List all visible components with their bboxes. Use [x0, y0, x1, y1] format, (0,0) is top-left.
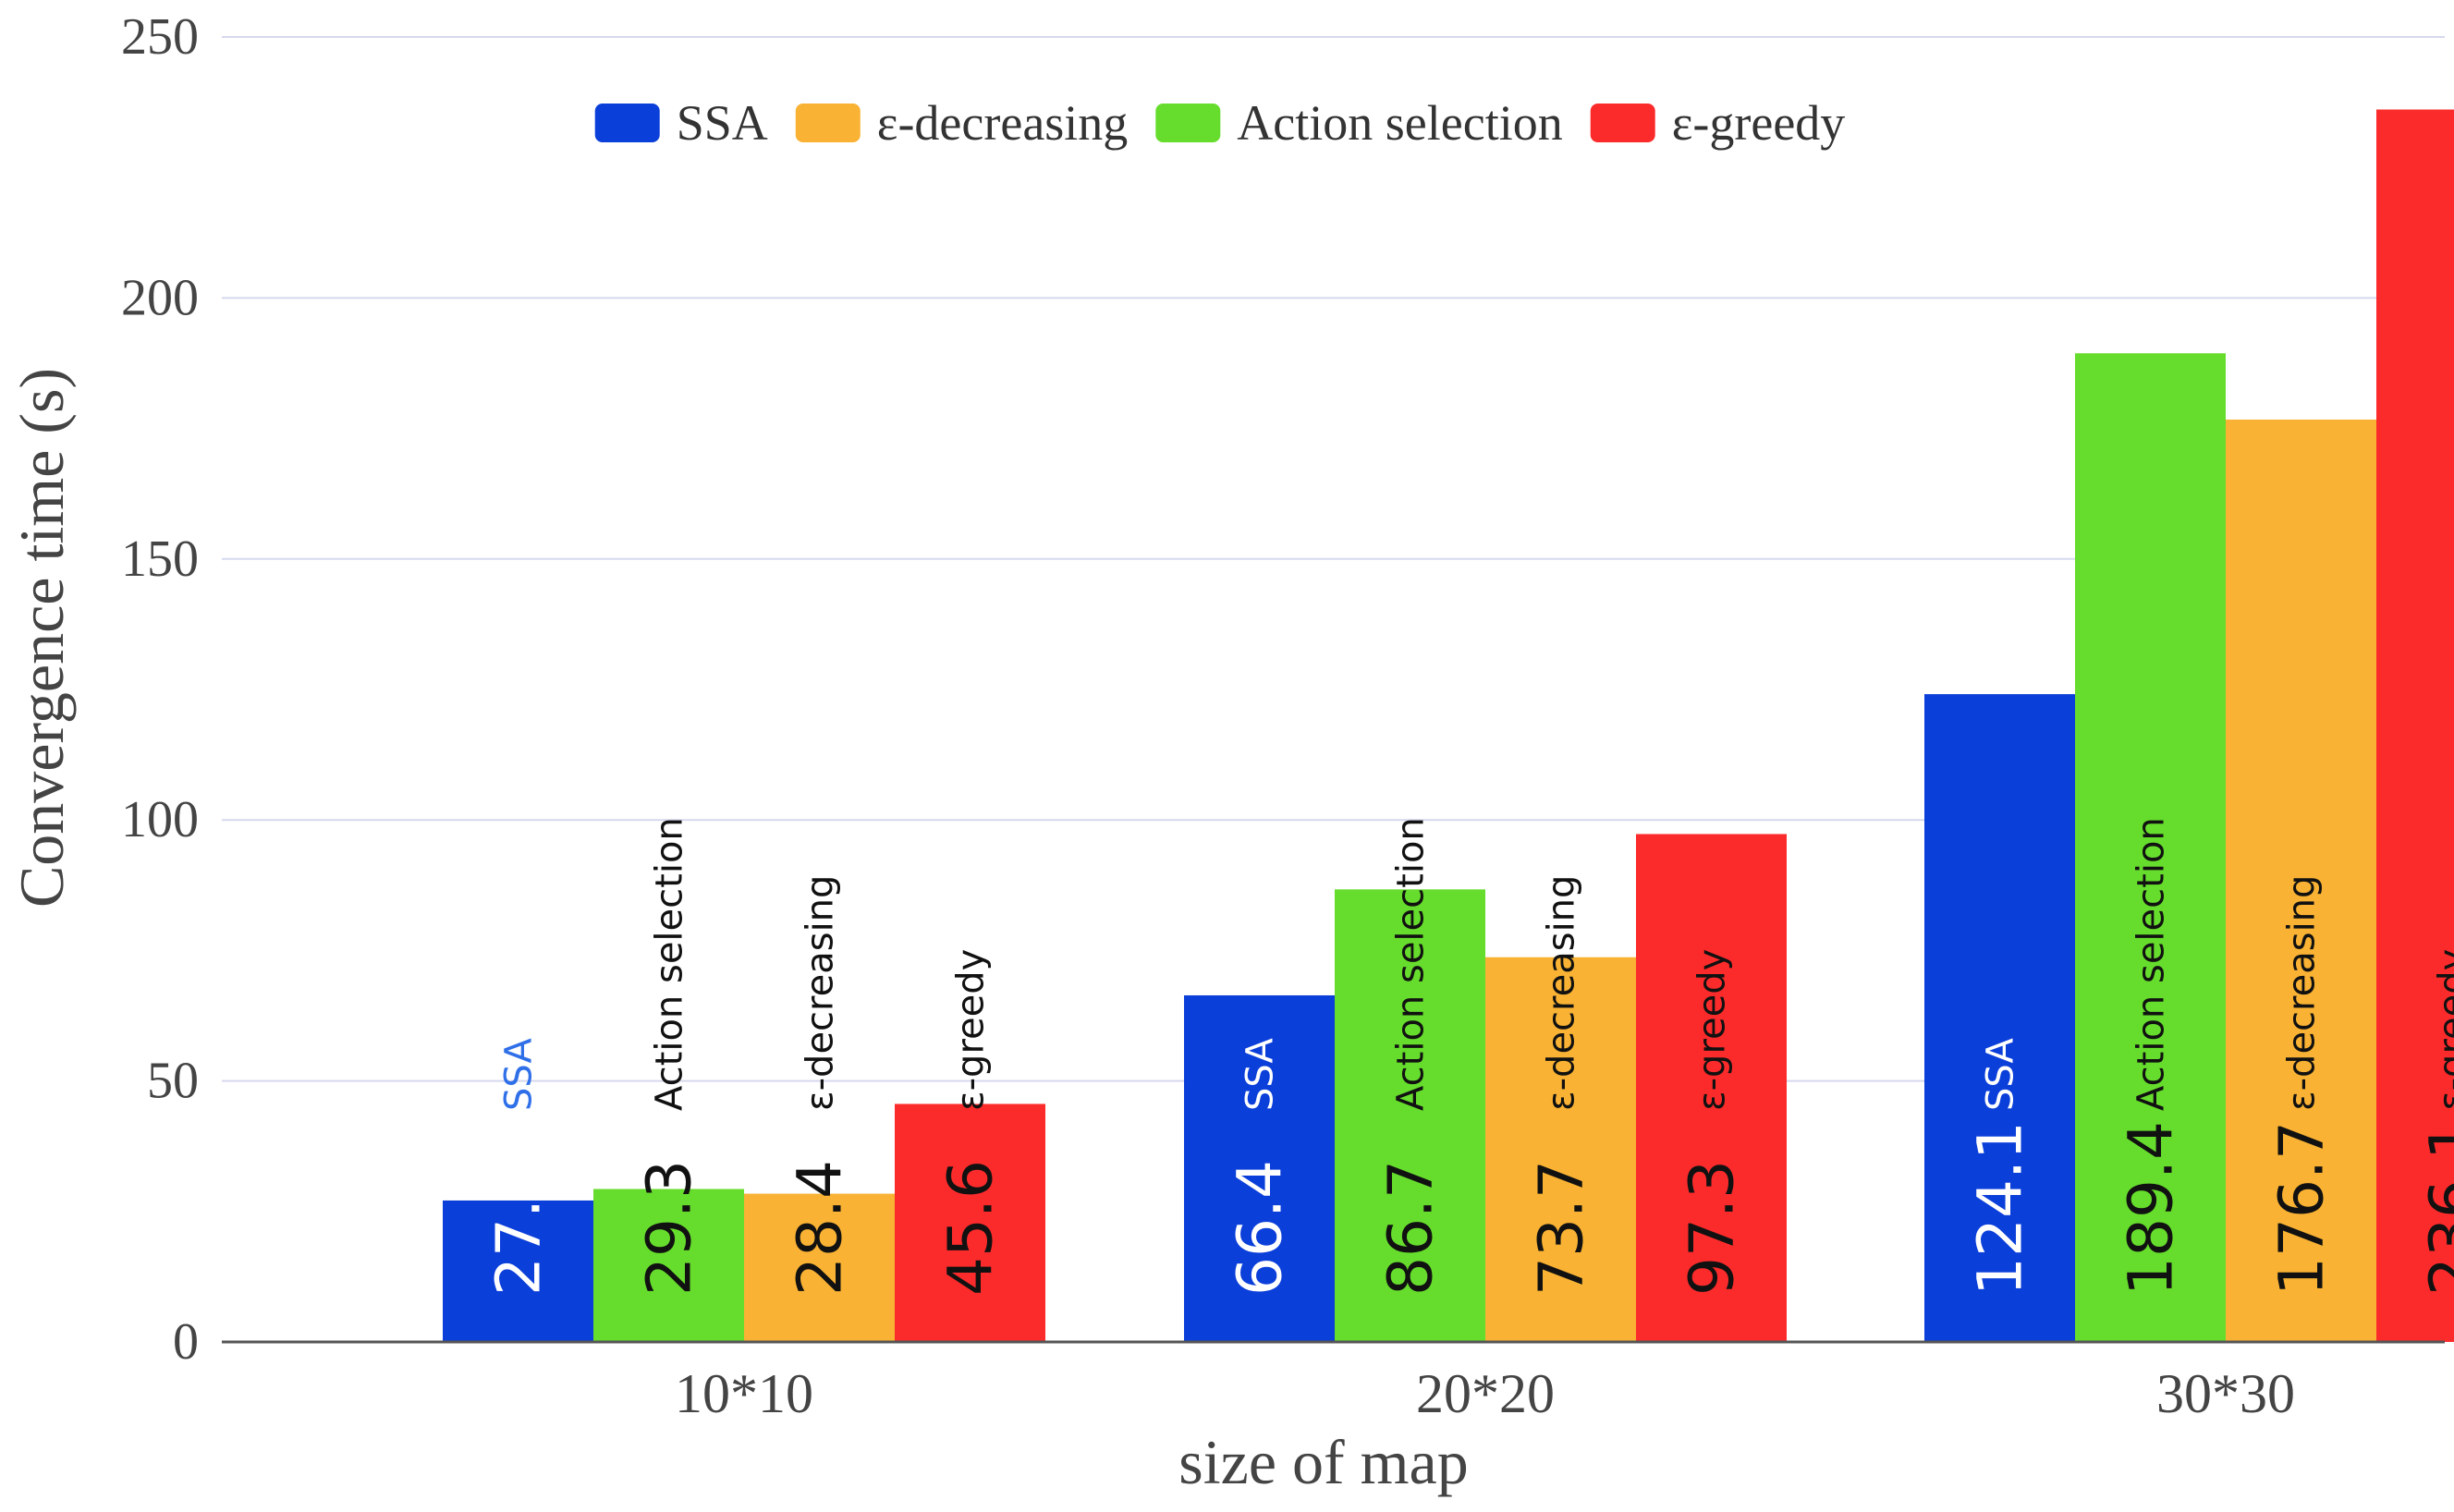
data-label: 29.3	[634, 1160, 705, 1296]
x-axis-title: size of map	[1178, 1427, 1468, 1497]
bar	[1184, 994, 1335, 1342]
x-tick-label: 10*10	[675, 1363, 813, 1424]
series-name-label: SSA	[1239, 1037, 1282, 1111]
bar	[895, 1104, 1045, 1342]
bar	[1924, 694, 2075, 1342]
bar	[443, 1200, 593, 1342]
series-name-label: ε-decreasing	[2281, 875, 2324, 1111]
data-label: 97.3	[1677, 1160, 1748, 1296]
y-axis-ticks: 0 50 100 150 200 250	[121, 8, 199, 1371]
legend-swatch	[1590, 104, 1655, 142]
bar	[1335, 889, 1485, 1342]
y-tick-label: 200	[121, 269, 199, 326]
y-tick-label: 150	[121, 530, 199, 588]
legend-item: Action selection	[1155, 95, 1563, 151]
bars	[443, 109, 2454, 1342]
series-name-label: ε-greedy	[1691, 949, 1734, 1111]
legend-swatch	[1155, 104, 1221, 142]
legend-item: ε-decreasing	[795, 95, 1129, 151]
data-label: 176.7	[2266, 1121, 2338, 1296]
y-tick-label: 100	[121, 791, 199, 848]
legend-label: Action selection	[1237, 95, 1562, 151]
x-axis-ticks: 10*10 20*20 30*30	[675, 1363, 2295, 1424]
series-name-label: Action selection	[649, 817, 691, 1111]
y-tick-label: 250	[121, 8, 199, 66]
legend-item: ε-greedy	[1590, 95, 1846, 151]
y-axis-title: Convergence time (s)	[6, 368, 77, 908]
bar-labels: 27.1 SSA 29.3 Action selection 28.4 ε-decreas…	[483, 817, 2454, 1296]
series-name-label: Action selection	[1390, 817, 1433, 1111]
data-label: 66.4	[1225, 1160, 1296, 1296]
series-name-label: ε-greedy	[2432, 949, 2454, 1111]
legend-swatch	[594, 104, 660, 142]
legend-label: ε-greedy	[1672, 95, 1846, 151]
series-name-label: SSA	[498, 1037, 541, 1111]
legend-label: SSA	[677, 95, 768, 151]
bar	[1636, 834, 1787, 1342]
bar	[2075, 353, 2226, 1342]
legend-swatch	[795, 104, 861, 142]
y-tick-label: 0	[173, 1313, 199, 1371]
bar	[2376, 109, 2454, 1342]
data-label: 189.4	[2116, 1121, 2187, 1296]
data-label: 45.6	[935, 1160, 1007, 1296]
x-tick-label: 20*20	[1416, 1363, 1555, 1424]
series-name-label: SSA	[1980, 1037, 2022, 1111]
legend: SSA ε-decreasing Action selection ε-greedy	[594, 95, 1846, 151]
data-label: 236.1	[2417, 1121, 2454, 1296]
series-name-label: ε-decreasing	[800, 875, 842, 1111]
x-tick-label: 30*30	[2156, 1363, 2295, 1424]
legend-item: SSA	[594, 95, 768, 151]
data-label: 73.7	[1526, 1160, 1597, 1296]
series-name-label: Action selection	[2130, 817, 2173, 1111]
data-label: 28.4	[785, 1160, 856, 1296]
series-name-label: ε-decreasing	[1541, 875, 1583, 1111]
series-name-label: ε-greedy	[950, 949, 993, 1111]
bar	[2226, 419, 2376, 1342]
bar	[744, 1193, 895, 1342]
bar	[1485, 957, 1636, 1342]
data-label: 86.7	[1375, 1160, 1447, 1296]
y-tick-label: 50	[147, 1053, 199, 1110]
legend-label: ε-decreasing	[877, 95, 1129, 151]
data-label: 27.1	[483, 1160, 555, 1296]
bar	[593, 1189, 744, 1342]
data-label: 124.1	[1965, 1121, 2036, 1296]
